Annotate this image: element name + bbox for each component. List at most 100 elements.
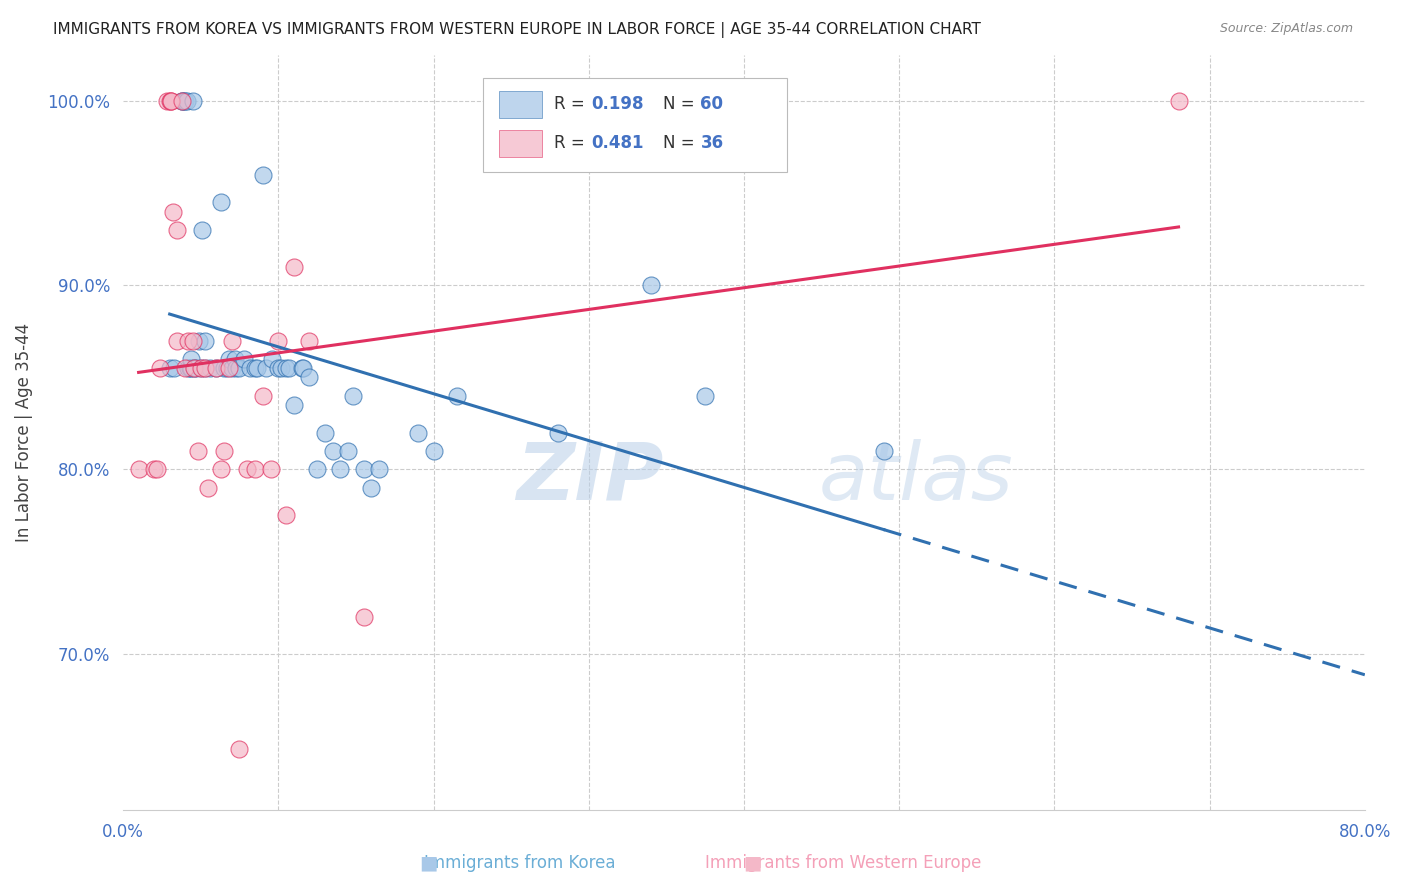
Point <box>183 361 205 376</box>
Point <box>259 462 281 476</box>
Point <box>243 361 266 376</box>
Point <box>190 361 212 376</box>
Point <box>212 444 235 458</box>
Text: Source: ZipAtlas.com: Source: ZipAtlas.com <box>1219 22 1353 36</box>
Point <box>267 361 290 376</box>
Point <box>166 223 188 237</box>
Text: N =: N = <box>664 95 700 113</box>
Point <box>221 361 243 376</box>
Point <box>174 361 197 376</box>
Point <box>245 361 267 376</box>
Point <box>228 742 250 756</box>
Text: ZIP: ZIP <box>516 439 664 517</box>
Point <box>174 94 197 108</box>
Point <box>239 361 262 376</box>
Point <box>184 361 207 376</box>
Point <box>292 361 315 376</box>
Point <box>194 361 217 376</box>
FancyBboxPatch shape <box>499 91 541 118</box>
Point <box>176 94 198 108</box>
Text: R =: R = <box>554 135 591 153</box>
Point <box>197 481 219 495</box>
Point <box>254 361 277 376</box>
Text: Immigrants from Western Europe: Immigrants from Western Europe <box>706 855 981 872</box>
Y-axis label: In Labor Force | Age 35-44: In Labor Force | Age 35-44 <box>15 323 32 542</box>
Point <box>180 351 202 366</box>
Point <box>183 361 205 376</box>
Point <box>181 94 204 108</box>
Point <box>162 204 184 219</box>
Point <box>314 425 336 440</box>
Text: 60: 60 <box>700 95 724 113</box>
Point <box>274 508 297 523</box>
Point <box>205 361 228 376</box>
Point <box>177 361 200 376</box>
Point <box>198 361 221 376</box>
Text: 0.481: 0.481 <box>591 135 644 153</box>
Point <box>267 334 290 348</box>
Point <box>173 94 195 108</box>
FancyBboxPatch shape <box>484 78 787 172</box>
Point <box>446 389 468 403</box>
Point <box>225 361 247 376</box>
Point <box>640 278 662 293</box>
Text: ■: ■ <box>742 854 762 872</box>
Point <box>217 361 239 376</box>
Point <box>236 462 259 476</box>
Text: Immigrants from Korea: Immigrants from Korea <box>425 855 616 872</box>
Point <box>166 334 188 348</box>
Point <box>1167 94 1189 108</box>
Point <box>298 334 321 348</box>
Point <box>143 462 166 476</box>
Point <box>228 361 250 376</box>
Text: R =: R = <box>554 95 591 113</box>
Point <box>209 462 232 476</box>
Point <box>170 94 193 108</box>
Point <box>252 389 274 403</box>
Point <box>149 361 172 376</box>
Point <box>270 361 292 376</box>
Point <box>159 361 181 376</box>
Point <box>695 389 717 403</box>
Point <box>194 334 217 348</box>
Point <box>547 425 569 440</box>
Point <box>290 361 312 376</box>
Point <box>209 195 232 210</box>
Point <box>422 444 444 458</box>
Point <box>191 223 214 237</box>
Point <box>243 462 266 476</box>
Point <box>368 462 391 476</box>
Point <box>283 260 305 274</box>
Point <box>298 370 321 384</box>
Point <box>177 334 200 348</box>
Point <box>353 609 375 624</box>
Point <box>360 481 382 495</box>
Point <box>262 351 284 366</box>
Point <box>155 94 177 108</box>
Point <box>322 444 344 458</box>
Point <box>160 94 183 108</box>
Point <box>252 168 274 182</box>
Point <box>353 462 375 476</box>
Text: N =: N = <box>664 135 700 153</box>
Point <box>160 94 183 108</box>
Point <box>342 389 364 403</box>
Text: atlas: atlas <box>818 439 1014 517</box>
Point <box>406 425 429 440</box>
Point <box>274 361 297 376</box>
Point <box>187 444 209 458</box>
Point <box>233 351 256 366</box>
Point <box>170 94 193 108</box>
Point <box>181 334 204 348</box>
Point <box>221 334 243 348</box>
Point <box>188 334 211 348</box>
Point <box>337 444 360 458</box>
Point <box>218 361 240 376</box>
Point <box>307 462 329 476</box>
Point <box>146 462 169 476</box>
Point <box>205 361 228 376</box>
Point <box>159 94 181 108</box>
Point <box>128 462 150 476</box>
Point <box>190 361 212 376</box>
Point <box>872 444 894 458</box>
